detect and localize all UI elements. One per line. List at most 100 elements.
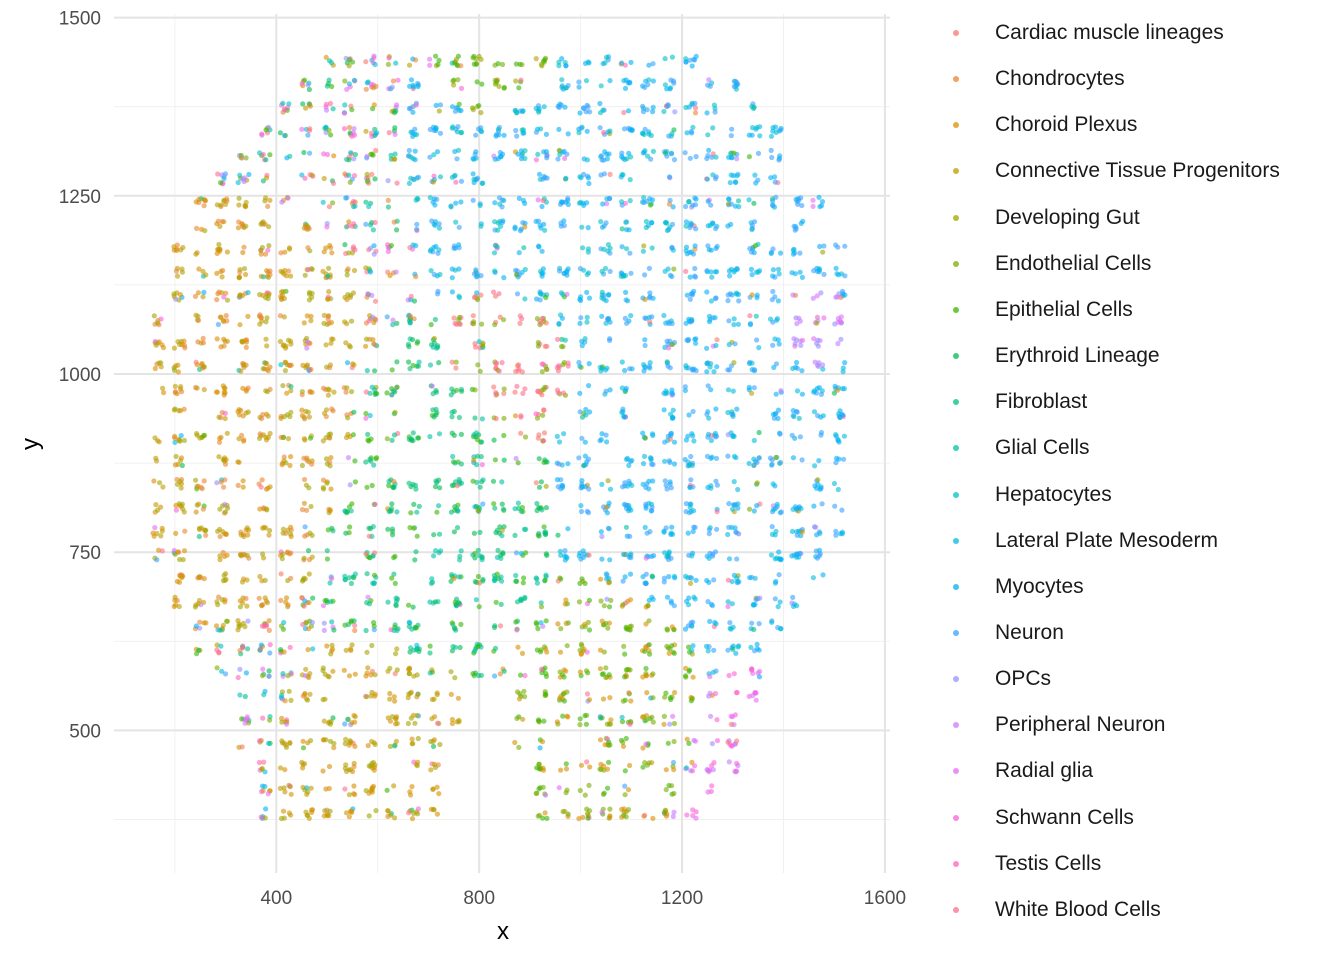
data-point (582, 439, 588, 445)
data-point (283, 359, 289, 365)
data-point (711, 647, 717, 653)
data-point (560, 291, 566, 297)
data-point (820, 572, 826, 578)
data-point (793, 226, 799, 232)
data-point (342, 78, 348, 84)
data-point (558, 626, 564, 632)
data-point (224, 249, 230, 255)
data-point (661, 579, 667, 585)
data-point (773, 454, 779, 461)
data-point (197, 435, 203, 441)
data-point (620, 578, 626, 584)
data-point (713, 455, 720, 461)
data-point (455, 695, 461, 701)
data-point (427, 650, 433, 656)
data-point (458, 85, 465, 91)
data-point (693, 226, 699, 232)
data-point (687, 461, 693, 467)
data-point (301, 603, 307, 609)
data-point (514, 272, 520, 278)
legend-dot-icon (953, 583, 959, 590)
data-point (836, 456, 842, 462)
data-point (643, 741, 649, 747)
data-point (622, 674, 628, 680)
data-point (669, 274, 675, 280)
data-point (350, 244, 357, 250)
data-point (329, 250, 335, 256)
data-point (597, 125, 603, 131)
data-point (303, 809, 309, 815)
data-point (561, 667, 567, 673)
data-point (456, 101, 462, 107)
data-point (392, 553, 398, 560)
data-point (256, 759, 262, 766)
data-point (835, 387, 841, 393)
data-point (776, 572, 782, 578)
data-point (172, 439, 178, 445)
data-point (479, 321, 485, 327)
data-point (833, 528, 839, 534)
legend-label: Connective Tissue Progenitors (995, 159, 1280, 183)
data-point (725, 409, 731, 416)
data-point (729, 743, 735, 749)
data-point (471, 457, 477, 463)
data-point (607, 486, 614, 492)
data-point (712, 430, 719, 436)
data-point (669, 390, 675, 396)
data-point (452, 644, 459, 650)
data-point (514, 291, 521, 297)
data-point (734, 556, 740, 562)
data-point (394, 596, 401, 602)
data-point (342, 242, 348, 248)
data-point (309, 554, 315, 560)
data-point (242, 552, 248, 558)
data-point (520, 127, 527, 133)
data-point (522, 224, 528, 230)
x-tick-label: 1200 (661, 888, 703, 909)
data-point (346, 504, 353, 510)
data-point (217, 627, 223, 633)
data-point (789, 553, 795, 559)
data-point (599, 556, 605, 562)
data-point (799, 202, 805, 209)
data-point (671, 127, 677, 133)
data-point (682, 150, 688, 156)
data-point (478, 128, 484, 134)
data-point (706, 319, 713, 325)
data-point (196, 501, 202, 507)
data-point (322, 598, 328, 604)
data-point (320, 199, 326, 205)
data-point (646, 642, 652, 648)
data-point (366, 203, 372, 210)
data-point (540, 176, 546, 182)
data-point (770, 246, 776, 252)
data-point (746, 132, 752, 138)
data-point (349, 389, 355, 395)
data-point (597, 647, 604, 653)
data-point (394, 320, 400, 326)
data-point (240, 484, 246, 490)
data-point (348, 150, 354, 156)
data-point (469, 386, 475, 392)
data-point (725, 453, 731, 459)
data-point (416, 359, 422, 365)
data-point (216, 454, 222, 460)
data-point (178, 485, 184, 491)
data-point (458, 621, 464, 628)
data-point (363, 59, 369, 65)
data-point (200, 268, 206, 274)
data-point (664, 626, 670, 632)
data-point (543, 505, 550, 511)
data-point (708, 202, 714, 208)
data-point (194, 431, 200, 437)
data-point (563, 790, 569, 796)
data-point (796, 197, 802, 203)
data-point (305, 647, 311, 653)
data-point (704, 361, 710, 367)
data-point (300, 738, 306, 744)
data-point (453, 219, 459, 225)
data-point (730, 433, 736, 439)
data-point (559, 77, 565, 83)
data-point (495, 227, 501, 233)
data-point (577, 390, 583, 396)
